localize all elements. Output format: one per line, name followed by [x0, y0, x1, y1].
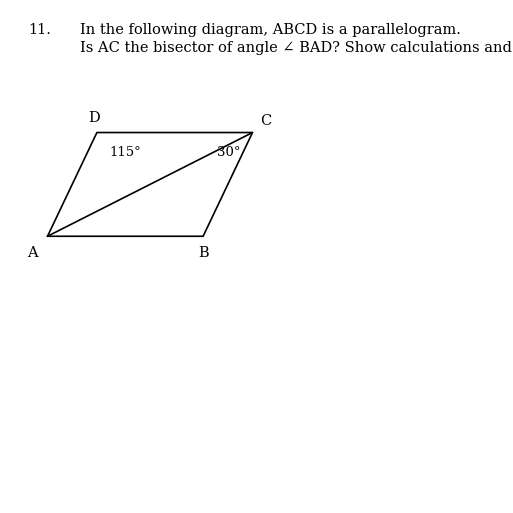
Text: 30°: 30° — [216, 146, 240, 159]
Text: B: B — [198, 246, 208, 260]
Text: A: A — [27, 246, 37, 260]
Text: In the following diagram, ABCD is a parallelogram.: In the following diagram, ABCD is a para… — [80, 23, 460, 37]
Text: Is AC the bisector of angle ∠ BAD? Show calculations and explain.: Is AC the bisector of angle ∠ BAD? Show … — [80, 41, 513, 55]
Text: C: C — [260, 113, 271, 128]
Text: 11.: 11. — [28, 23, 51, 37]
Text: D: D — [89, 111, 101, 125]
Text: 115°: 115° — [109, 146, 141, 159]
